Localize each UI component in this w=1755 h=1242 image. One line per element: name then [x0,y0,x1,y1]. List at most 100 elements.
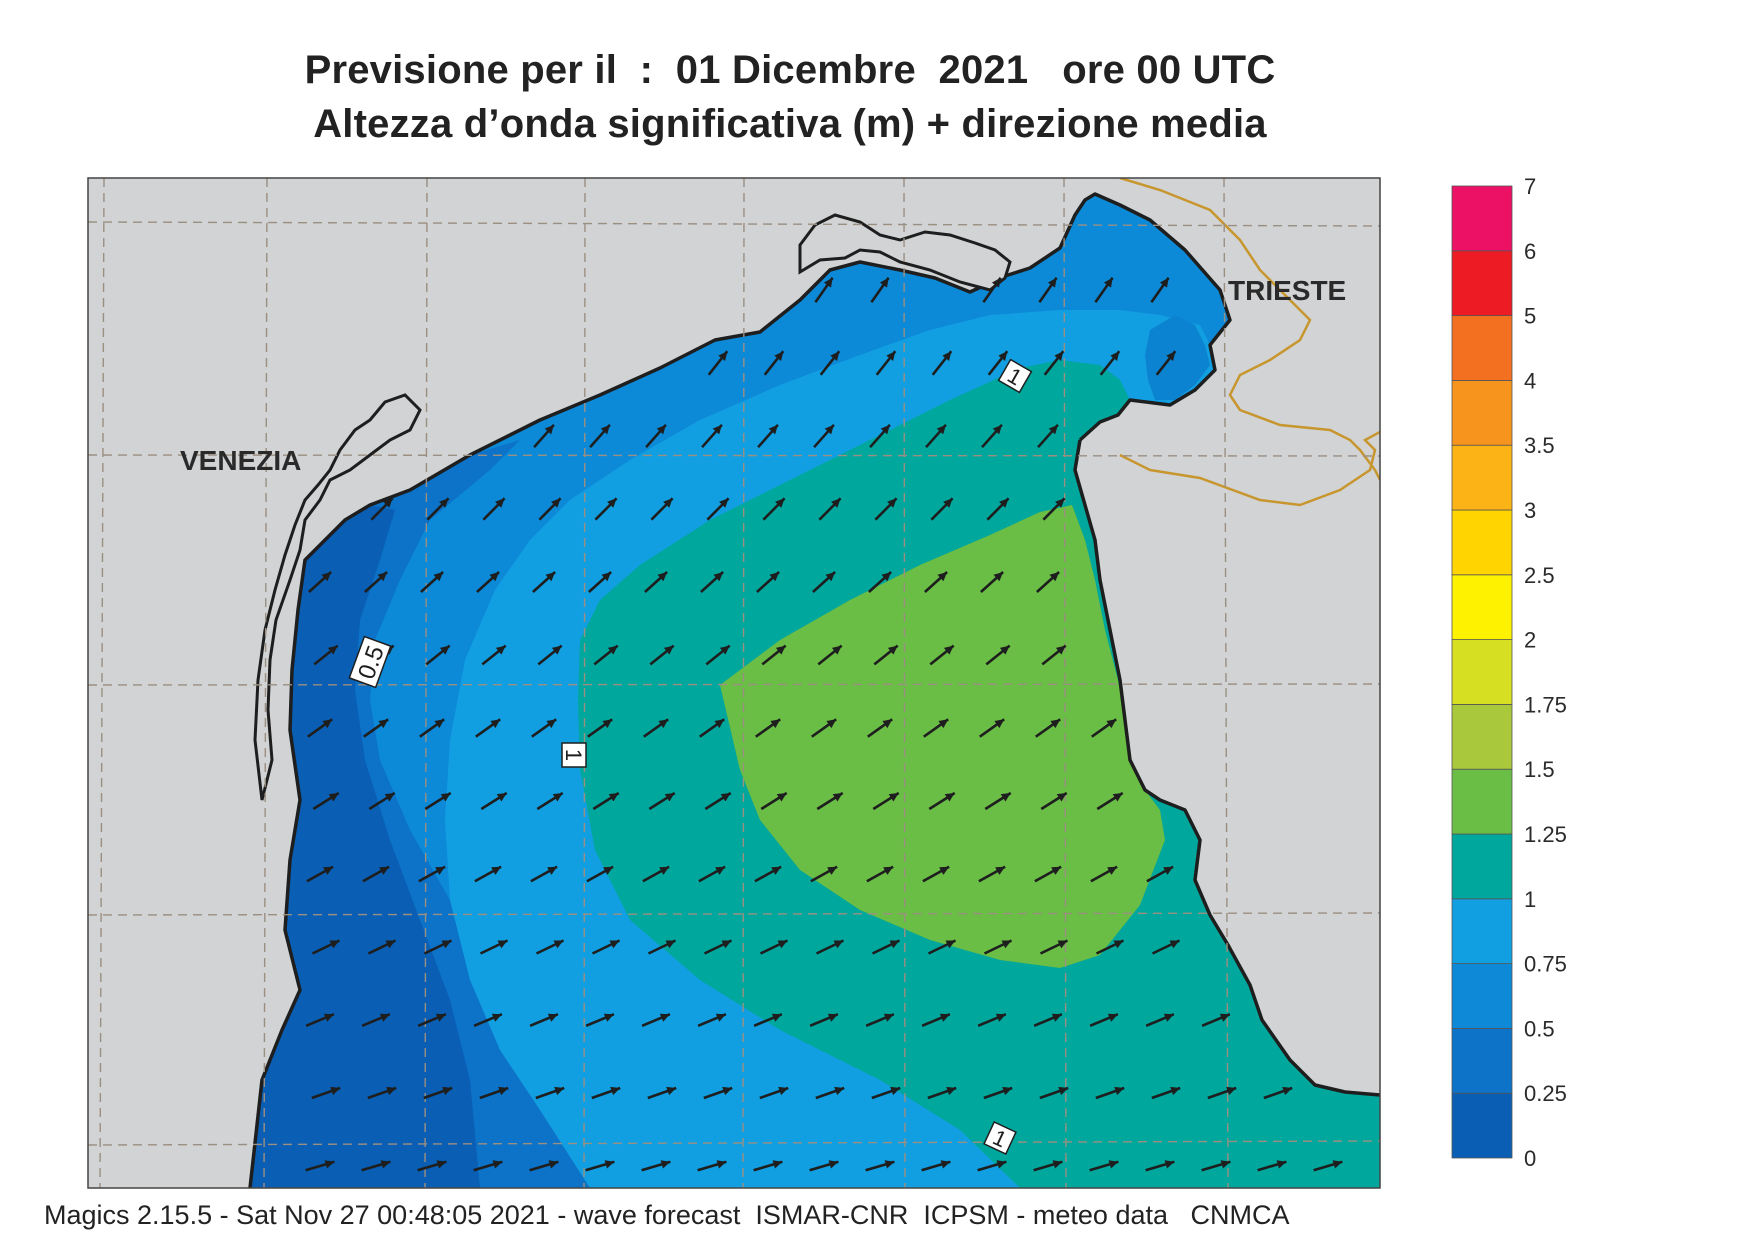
wave-arrow-head [383,498,393,508]
wave-arrow-head [490,719,501,729]
legend-tick-label: 3 [1524,498,1536,523]
wave-arrow-head [439,645,450,655]
wave-arrow-head [999,498,1009,508]
wave-arrow-head [492,1160,503,1169]
wave-arrow-head [1057,940,1068,949]
wave-arrow-head [719,645,730,655]
wave-arrow-head [658,719,669,729]
legend-swatch [1451,768,1513,835]
wave-arrow-head [712,424,722,435]
wave-arrow-head [1054,351,1064,361]
wave-arrow-head [831,498,841,508]
wave-arrow-head [1159,277,1169,288]
wave-arrow-head [940,1160,951,1169]
city-label-venezia: VENEZIA [180,445,301,476]
legend-swatch [1451,379,1513,446]
wave-arrow-head [600,424,610,435]
wave-arrow-head [1055,645,1066,655]
wave-arrow-head [1048,424,1058,435]
wave-arrow-head [944,793,955,802]
wave-arrow-head [546,719,557,729]
wave-arrow-head [1332,1160,1343,1169]
map-area [88,178,1380,1188]
wave-arrow-head [330,1086,341,1096]
wave-arrow-head [1163,866,1174,875]
wave-arrow-head [440,793,451,802]
wave-arrow-head [830,351,840,361]
wave-arrow-head [720,793,731,802]
wave-arrow-head [1276,1160,1287,1169]
wave-arrow-head [1056,793,1067,802]
wave-arrow-head [495,498,505,508]
wave-arrow-head [657,572,668,582]
contour-label-1-south: 1 [983,1121,1017,1155]
wave-arrow-head [828,1160,839,1169]
wave-arrow-head [607,645,618,655]
wave-arrow-head [776,793,787,802]
wave-arrow-head [666,1086,677,1096]
wave-arrow-head [833,940,844,949]
wave-arrow-head [545,572,556,582]
wave-arrow-head [553,940,564,949]
wave-arrow-head [996,1160,1007,1169]
wave-arrow-head [552,793,563,802]
wave-arrow-head [554,1086,565,1096]
wave-arrow-head [491,1013,502,1022]
wave-arrow-head [665,940,676,949]
wave-arrow-head [939,866,950,875]
wave-arrow-head [775,498,785,508]
wave-arrow-head [323,866,334,875]
wave-arrow-head [1058,1086,1069,1096]
wave-arrow-head [1049,572,1060,582]
footer-credits: Magics 2.15.5 - Sat Nov 27 00:48:05 2021… [44,1200,1290,1230]
wave-arrow-head [1000,793,1011,802]
wave-arrow-head [608,793,619,802]
wave-arrow-head [886,351,896,361]
wave-arrow-head [993,572,1004,582]
wave-arrow-head [603,1013,614,1022]
wave-arrow-head [659,1013,670,1022]
wave-arrow-head [321,572,332,582]
wave-arrow-head [379,1013,390,1022]
wave-arrow-head [825,572,836,582]
wave-arrow-head [379,866,390,875]
legend-tick-label: 2.5 [1524,563,1555,588]
wave-arrow-head [834,1086,845,1096]
legend-swatch [1451,704,1513,770]
wave-arrow-head [663,645,674,655]
wave-arrow-head [385,940,396,949]
legend-tick-label: 6 [1524,239,1536,264]
legend-swatch [1451,898,1513,964]
wave-arrow-head [663,498,673,508]
wave-arrow-head [497,940,508,949]
wave-arrow-head [943,645,954,655]
wave-arrow-head [882,719,893,729]
legend-tick-label: 2 [1524,628,1536,653]
wave-arrow-head [995,1013,1006,1022]
wave-band-1.25-1.5 [720,505,1165,968]
legend-tick-label: 0.75 [1524,952,1567,977]
wave-arrow-head [771,866,782,875]
wave-arrow-head [992,424,1002,435]
legend-tick-label: 1 [1524,887,1536,912]
wave-arrow-head [1052,1160,1063,1169]
wave-arrow-head [386,1086,397,1096]
wave-arrow-head [991,277,1001,288]
wave-arrow-head [713,572,724,582]
wave-arrow-head [890,1086,901,1096]
coastline-east [1073,439,1380,1097]
wave-band-0-0.25 [250,505,480,1188]
wave-arrow-head [323,1013,334,1022]
legend-tick-label: 1.75 [1524,692,1567,717]
wave-arrow-head [489,572,500,582]
wave-arrow-head [714,719,725,729]
wave-arrow-head [719,498,729,508]
wave-arrow-head [1001,940,1012,949]
legend-swatch [1451,509,1513,576]
wave-arrow-head [609,940,620,949]
wave-arrow-head [716,1160,727,1169]
wave-arrow-head [1113,940,1124,949]
wave-arrow-head [610,1086,621,1096]
wave-arrow-head [883,866,894,875]
wave-arrow-head [656,424,666,435]
